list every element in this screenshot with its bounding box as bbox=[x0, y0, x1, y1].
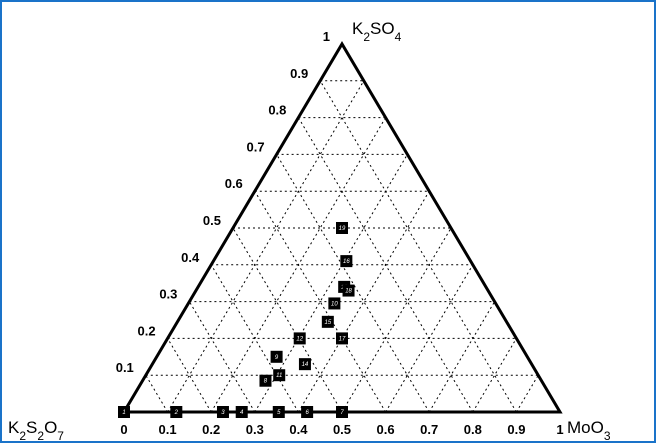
grid-line-right-component bbox=[342, 228, 451, 412]
data-point: 19 bbox=[336, 222, 348, 234]
left-tick-label: 1 bbox=[323, 29, 330, 44]
grid-line-left-component bbox=[277, 154, 430, 412]
bottom-tick-label: 0.2 bbox=[202, 422, 220, 437]
grid-line-right-component bbox=[429, 302, 494, 412]
grid-line-left-component bbox=[189, 302, 254, 412]
grid-line-left-component bbox=[146, 375, 168, 412]
data-point: 3 bbox=[217, 406, 229, 418]
grid-line-left-component bbox=[168, 338, 212, 412]
vertex-label-top: K2SO4 bbox=[352, 19, 402, 44]
bottom-tick-label: 0.9 bbox=[507, 422, 525, 437]
vertex-label-right: MoO3 bbox=[567, 418, 611, 443]
data-point: 2 bbox=[170, 406, 182, 418]
bottom-tick-label: 0.3 bbox=[246, 422, 264, 437]
data-point: 15 bbox=[322, 316, 334, 328]
left-tick-label: 0.4 bbox=[181, 250, 200, 265]
left-axis-ticks: 0.1 0.2 0.3 0.4 0.5 0.6 0.7 0.8 0.9 1 bbox=[116, 29, 330, 375]
grid-line-right-component bbox=[168, 81, 364, 412]
bottom-tick-label: 0.4 bbox=[289, 422, 308, 437]
data-point: 18 bbox=[343, 285, 355, 297]
data-point: 1 bbox=[118, 406, 130, 418]
left-tick-label: 0.3 bbox=[159, 287, 177, 302]
left-tick-label: 0.8 bbox=[268, 103, 286, 118]
bottom-tick-label: 0.5 bbox=[333, 422, 351, 437]
data-point: 7 bbox=[336, 406, 348, 418]
data-point-label: 16 bbox=[343, 259, 350, 265]
data-point: 4 bbox=[236, 406, 248, 418]
data-point: 8 bbox=[259, 375, 271, 387]
data-point: 12 bbox=[294, 332, 306, 344]
data-point-label: 2 bbox=[174, 410, 179, 416]
left-tick-label: 0.5 bbox=[203, 213, 221, 228]
data-point: 17 bbox=[336, 332, 348, 344]
bottom-tick-label: 0.7 bbox=[420, 422, 438, 437]
data-points: 12345678910111213141516171819 bbox=[118, 222, 355, 418]
bottom-tick-label: 0 bbox=[120, 422, 127, 437]
data-point: 6 bbox=[301, 406, 313, 418]
data-point-label: 19 bbox=[339, 226, 346, 232]
data-point: 5 bbox=[273, 406, 285, 418]
vertex-label-left: K2S2O7 bbox=[8, 418, 64, 443]
ternary-grid bbox=[146, 81, 538, 412]
data-point-label: 11 bbox=[276, 373, 282, 379]
data-point-label: 15 bbox=[324, 320, 331, 326]
bottom-tick-label: 0.6 bbox=[377, 422, 395, 437]
left-tick-label: 0.9 bbox=[290, 66, 308, 81]
data-point: 11 bbox=[273, 369, 285, 381]
data-point-label: 18 bbox=[345, 289, 352, 295]
left-tick-label: 0.7 bbox=[247, 139, 265, 154]
data-point-label: 17 bbox=[339, 336, 346, 342]
grid-line-left-component bbox=[320, 81, 516, 412]
bottom-tick-label: 0.8 bbox=[464, 422, 482, 437]
data-point-label: 1 bbox=[122, 410, 125, 416]
data-point: 10 bbox=[328, 297, 340, 309]
data-point-label: 10 bbox=[331, 301, 338, 307]
left-tick-label: 0.1 bbox=[116, 360, 134, 375]
data-point: 14 bbox=[299, 358, 311, 370]
bottom-tick-label: 0.1 bbox=[159, 422, 177, 437]
grid-line-right-component bbox=[516, 375, 538, 412]
data-point-label: 12 bbox=[296, 336, 303, 342]
bottom-tick-label: 1 bbox=[556, 422, 563, 437]
grid-line-right-component bbox=[473, 338, 517, 412]
left-tick-label: 0.2 bbox=[138, 323, 156, 338]
data-point-label: 14 bbox=[302, 362, 309, 368]
left-tick-label: 0.6 bbox=[225, 176, 243, 191]
data-point: 16 bbox=[340, 255, 352, 267]
bottom-axis-ticks: 0 0.1 0.2 0.3 0.4 0.5 0.6 0.7 0.8 0.9 1 bbox=[120, 422, 563, 437]
data-point: 9 bbox=[271, 351, 283, 363]
